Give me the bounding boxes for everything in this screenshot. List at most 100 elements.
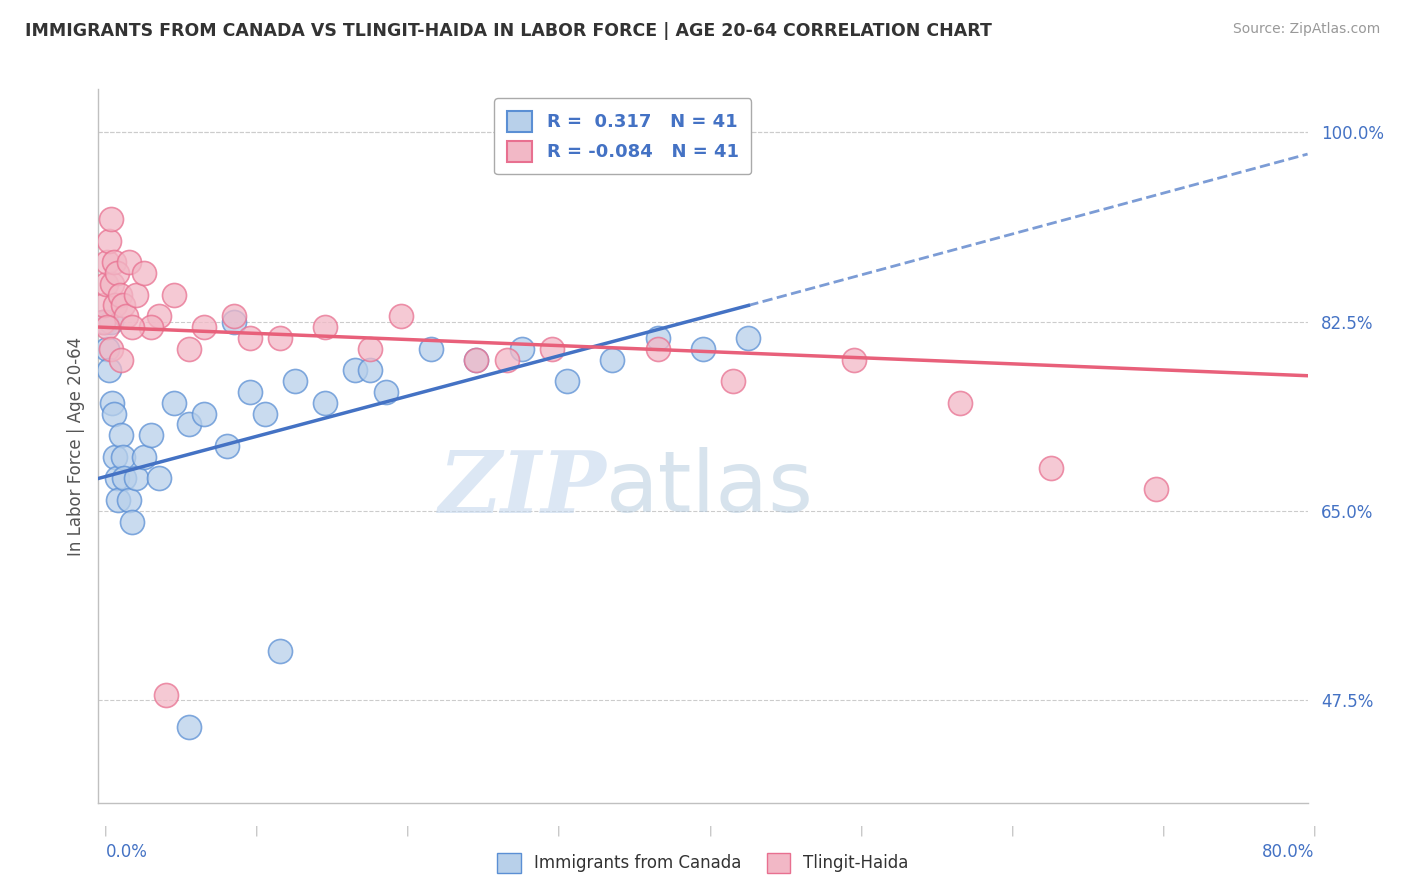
Point	[389, 310, 412, 324]
Point	[114, 310, 136, 324]
Point	[103, 255, 125, 269]
Point	[111, 450, 134, 464]
Point	[94, 277, 117, 291]
Point	[148, 471, 170, 485]
Point	[121, 320, 143, 334]
Point	[555, 374, 578, 388]
Point	[269, 644, 291, 658]
Point	[108, 287, 131, 301]
Point	[737, 331, 759, 345]
Point	[314, 396, 336, 410]
Point	[163, 287, 186, 301]
Text: ZIP: ZIP	[439, 447, 606, 531]
Point	[98, 363, 121, 377]
Point	[844, 352, 866, 367]
Point	[239, 331, 262, 345]
Text: IMMIGRANTS FROM CANADA VS TLINGIT-HAIDA IN LABOR FORCE | AGE 20-64 CORRELATION C: IMMIGRANTS FROM CANADA VS TLINGIT-HAIDA …	[25, 22, 993, 40]
Point	[107, 493, 129, 508]
Text: |: |	[104, 825, 107, 836]
Point	[96, 320, 118, 334]
Point	[132, 266, 155, 280]
Point	[253, 407, 276, 421]
Point	[215, 439, 238, 453]
Point	[155, 688, 177, 702]
Point	[112, 471, 135, 485]
Point	[692, 342, 714, 356]
Point	[163, 396, 186, 410]
Point	[101, 277, 124, 291]
Point	[224, 310, 246, 324]
Point	[179, 342, 201, 356]
Point	[132, 450, 155, 464]
Point	[510, 342, 533, 356]
Y-axis label: In Labor Force | Age 20-64: In Labor Force | Age 20-64	[66, 336, 84, 556]
Point	[100, 342, 122, 356]
Point	[93, 298, 115, 312]
Point	[224, 315, 246, 329]
Point	[374, 384, 396, 399]
Point	[96, 255, 118, 269]
Point	[360, 342, 382, 356]
Point	[723, 374, 745, 388]
Point	[91, 315, 114, 329]
Point	[602, 352, 624, 367]
Point	[98, 234, 121, 248]
Text: |: |	[254, 825, 259, 836]
Point	[100, 211, 122, 226]
Point	[360, 363, 382, 377]
Point	[1146, 482, 1168, 496]
Point	[141, 320, 163, 334]
Point	[125, 471, 148, 485]
Point	[94, 315, 117, 329]
Point	[344, 363, 367, 377]
Point	[239, 384, 262, 399]
Text: |: |	[1313, 825, 1316, 836]
Legend: Immigrants from Canada, Tlingit-Haida: Immigrants from Canada, Tlingit-Haida	[491, 847, 915, 880]
Point	[420, 342, 443, 356]
Point	[111, 298, 134, 312]
Point	[647, 342, 669, 356]
Point	[193, 407, 215, 421]
Point	[104, 298, 127, 312]
Text: 0.0%: 0.0%	[105, 843, 148, 861]
Text: |: |	[1011, 825, 1014, 836]
Point	[125, 287, 148, 301]
Point	[1039, 460, 1062, 475]
Point	[121, 515, 143, 529]
Text: atlas: atlas	[606, 447, 814, 531]
Point	[118, 493, 141, 508]
Text: Source: ZipAtlas.com: Source: ZipAtlas.com	[1233, 22, 1381, 37]
Point	[141, 428, 163, 442]
Point	[179, 417, 201, 432]
Point	[91, 315, 114, 329]
Text: |: |	[557, 825, 561, 836]
Point	[465, 352, 488, 367]
Point	[949, 396, 972, 410]
Point	[118, 255, 141, 269]
Point	[110, 352, 132, 367]
Text: |: |	[1161, 825, 1166, 836]
Point	[104, 450, 127, 464]
Point	[103, 407, 125, 421]
Point	[647, 331, 669, 345]
Point	[148, 310, 170, 324]
Text: |: |	[406, 825, 409, 836]
Point	[96, 342, 118, 356]
Point	[540, 342, 562, 356]
Point	[314, 320, 336, 334]
Point	[495, 352, 517, 367]
Point	[105, 471, 128, 485]
Point	[101, 396, 124, 410]
Point	[110, 428, 132, 442]
Point	[284, 374, 307, 388]
Point	[179, 720, 201, 734]
Text: |: |	[859, 825, 863, 836]
Text: |: |	[709, 825, 711, 836]
Point	[465, 352, 488, 367]
Point	[193, 320, 215, 334]
Point	[100, 315, 122, 329]
Legend: R =  0.317   N = 41, R = -0.084   N = 41: R = 0.317 N = 41, R = -0.084 N = 41	[495, 98, 751, 174]
Point	[105, 266, 128, 280]
Point	[269, 331, 291, 345]
Text: 80.0%: 80.0%	[1263, 843, 1315, 861]
